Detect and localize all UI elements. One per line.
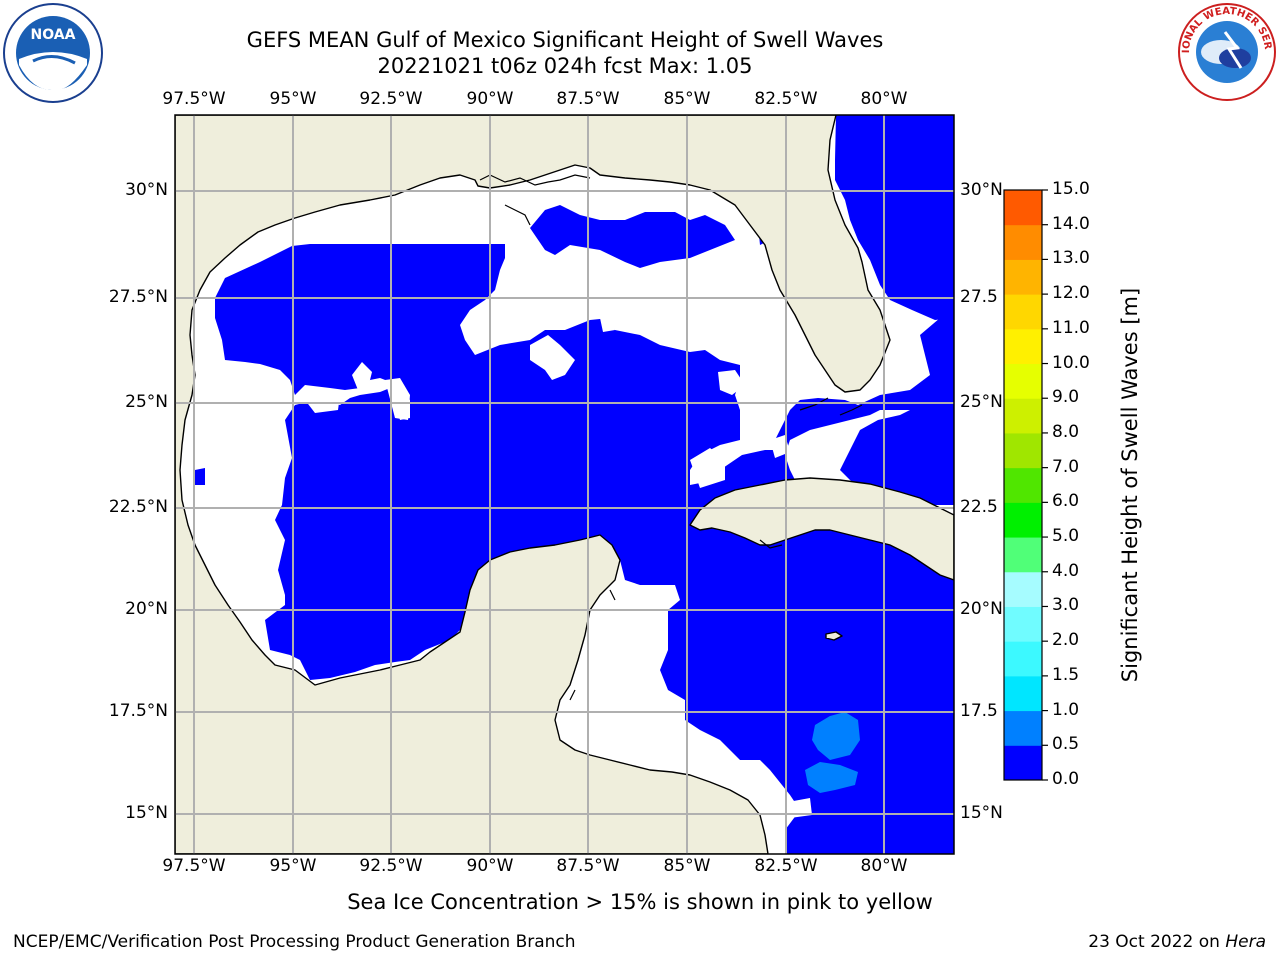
lat-label-right: 15°N [960, 803, 1003, 823]
lon-label-top: 80°W [860, 89, 908, 109]
svg-text:NOAA: NOAA [31, 27, 76, 43]
land-north-america [175, 115, 891, 854]
colorbar-segment [1004, 398, 1042, 434]
lon-label-top: 90°W [466, 89, 514, 109]
coast-details [479, 174, 863, 701]
plot-subtitle: 20221021 t06z 024h fcst Max: 1.05 [377, 54, 753, 78]
map-frame [174, 114, 955, 855]
colorbar-segment [1004, 571, 1042, 607]
lat-label-right: 17.5 [960, 701, 998, 721]
lon-label-top: 92.5°W [359, 89, 423, 109]
colorbar-frame [1003, 189, 1043, 781]
colorbar-label: Significant Height of Swell Waves [m] [1118, 287, 1142, 683]
lon-label-bottom: 90°W [466, 856, 514, 876]
lon-label-bottom: 97.5°W [162, 856, 226, 876]
lon-label-bottom: 80°W [860, 856, 908, 876]
lon-label-bottom: 95°W [269, 856, 317, 876]
colorbar-tick-label: 8.0 [1052, 421, 1080, 442]
lon-label-top: 85°W [663, 89, 711, 109]
colorbar [1003, 189, 1048, 781]
lat-label-left: 22.5°N [108, 497, 168, 517]
noaa-logo: NOAA [3, 3, 103, 103]
lat-label-right: 27.5 [960, 287, 998, 307]
colorbar-tick-label: 1.5 [1052, 664, 1080, 685]
colorbar-segment [1004, 328, 1042, 365]
lon-label-bottom: 87.5°W [556, 856, 620, 876]
lat-label-left: 30°N [125, 180, 168, 200]
colorbar-tick-label: 11.0 [1052, 317, 1090, 338]
lon-label-bottom: 92.5°W [359, 856, 423, 876]
lon-label-top: 87.5°W [556, 89, 620, 109]
colorbar-tick-label: 0.5 [1052, 734, 1080, 755]
lat-label-right: 30°N [960, 180, 1003, 200]
land-masses [175, 115, 954, 854]
colorbar-segment [1004, 537, 1042, 573]
lat-label-left: 15°N [125, 803, 168, 823]
colorbar-tick-label: 4.0 [1052, 560, 1080, 581]
date-text: 23 Oct 2022 on [1088, 932, 1226, 952]
lon-label-bottom: 82.5°W [754, 856, 818, 876]
lat-label-left: 27.5°N [108, 287, 168, 307]
colorbar-segment [1004, 363, 1042, 399]
lon-label-top: 95°W [269, 89, 317, 109]
lat-label-left: 25°N [125, 392, 168, 412]
credit-text: NCEP/EMC/Verification Post Processing Pr… [13, 932, 576, 952]
colorbar-tick-label: 6.0 [1052, 491, 1080, 512]
host-name: Hera [1225, 932, 1266, 952]
colorbar-tick-label: 15.0 [1052, 179, 1090, 199]
colorbar-tick-label: 13.0 [1052, 248, 1090, 269]
lon-label-top: 82.5°W [754, 89, 818, 109]
land-jamaica [825, 631, 843, 641]
sea-ice-note-text: Sea Ice Concentration > 15% is shown in … [347, 890, 933, 914]
colorbar-tick-label: 14.0 [1052, 213, 1090, 234]
colorbar-tick-label: 10.0 [1052, 352, 1090, 373]
plot-title: GEFS MEAN Gulf of Mexico Significant Hei… [246, 28, 884, 52]
colorbar-segment [1004, 467, 1042, 503]
nws-logo: NATIONAL WEATHER SERVICE [1173, 0, 1277, 102]
colorbar-segment [1004, 190, 1042, 226]
colorbar-tick-label: 3.0 [1052, 595, 1080, 616]
colorbar-segment [1004, 606, 1042, 642]
graticule [175, 115, 954, 854]
colorbar-segment [1004, 224, 1042, 260]
generation-date: 23 Oct 2022 on Hera [1088, 932, 1266, 952]
lat-label-left: 17.5°N [108, 701, 168, 721]
lat-label-right: 25°N [960, 392, 1003, 412]
colorbar-tick-label: 0.0 [1052, 769, 1080, 789]
colorbar-tick-label: 7.0 [1052, 456, 1080, 477]
colorbar-segment [1004, 259, 1042, 295]
colorbar-tick-label: 1.0 [1052, 699, 1080, 720]
sea-ice-note: Sea Ice Concentration > 15% is shown in … [0, 890, 1280, 914]
colorbar-segment [1004, 432, 1042, 469]
colorbar-segment [1004, 294, 1042, 330]
colorbar-segment [1004, 641, 1042, 677]
lon-label-top: 97.5°W [162, 89, 226, 109]
lat-label-right: 22.5 [960, 497, 998, 517]
lat-label-left: 20°N [125, 599, 168, 619]
colorbar-tick-label: 5.0 [1052, 526, 1080, 547]
lat-label-right: 20°N [960, 599, 1003, 619]
colorbar-segment [1004, 502, 1042, 538]
colorbar-tick-label: 12.0 [1052, 283, 1090, 304]
colorbar-tick-label: 2.0 [1052, 630, 1080, 651]
colorbar-segment [1004, 745, 1042, 781]
colorbar-segment [1004, 710, 1042, 746]
colorbar-segment [1004, 675, 1042, 712]
colorbar-tick-label: 9.0 [1052, 387, 1080, 408]
lon-label-bottom: 85°W [663, 856, 711, 876]
